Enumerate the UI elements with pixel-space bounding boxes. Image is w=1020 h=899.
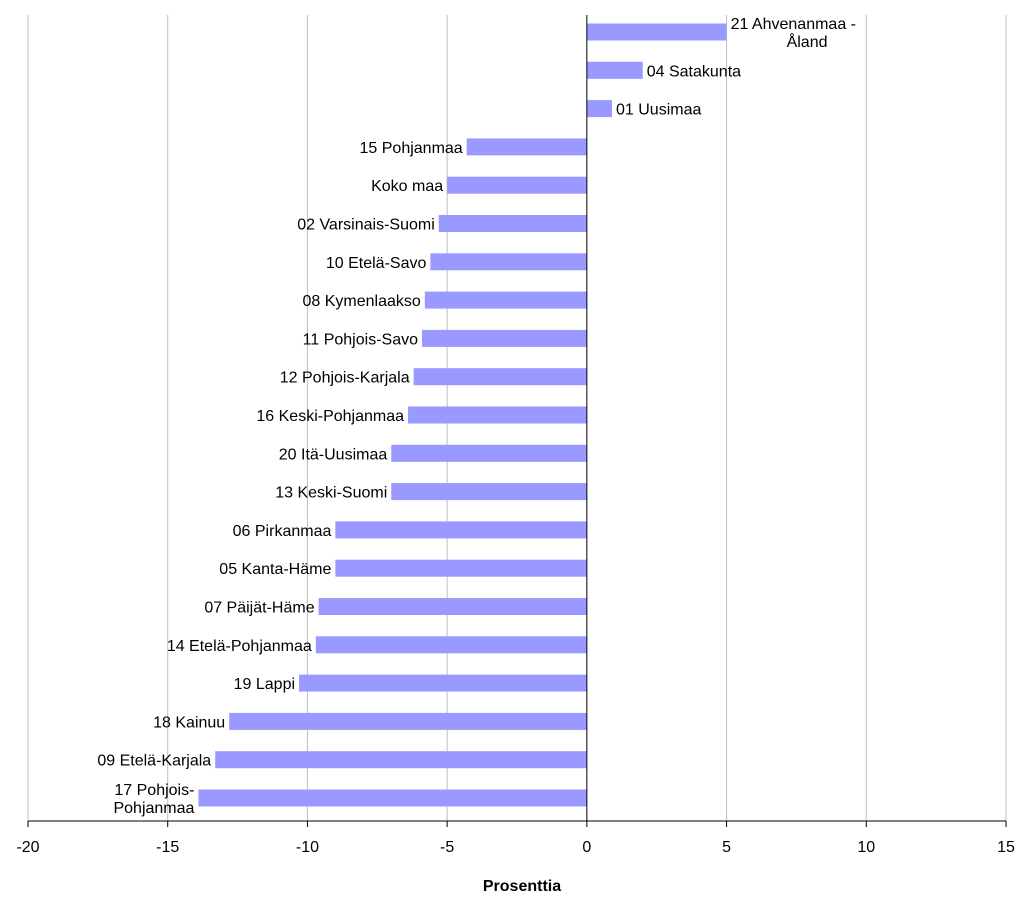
bar <box>438 215 587 232</box>
bar-label: 14 Etelä-Pohjanmaa <box>167 638 312 655</box>
x-tick-label: 10 <box>857 839 875 856</box>
bar-label: 10 Etelä-Savo <box>326 255 427 272</box>
bar <box>430 253 587 271</box>
bar <box>466 138 587 156</box>
bar <box>413 368 587 386</box>
gridlines <box>27 15 1007 821</box>
x-tick-label: -5 <box>440 839 454 856</box>
bar <box>586 100 613 118</box>
bars <box>198 23 727 807</box>
bar <box>408 406 587 424</box>
bar-label: 12 Pohjois-Karjala <box>280 370 410 387</box>
bar <box>421 329 587 347</box>
x-tick-label: -10 <box>296 839 319 856</box>
bar-label: 08 Kymenlaakso <box>302 293 420 310</box>
bar <box>447 176 587 194</box>
bar-label: 21 Ahvenanmaa -Åland <box>731 16 856 51</box>
bar <box>391 444 587 462</box>
bar-label: 06 Pirkanmaa <box>233 523 332 540</box>
bar-label: 16 Keski-Pohjanmaa <box>256 408 404 425</box>
x-tick-label: -20 <box>16 839 39 856</box>
bar-label: 11 Pohjois-Savo <box>303 331 418 348</box>
bar-label: 19 Lappi <box>234 676 295 693</box>
bar-label: 04 Satakunta <box>647 63 741 80</box>
bar <box>424 291 587 309</box>
bar <box>198 789 587 807</box>
bar-label: 18 Kainuu <box>153 714 225 731</box>
bar-label: 05 Kanta-Häme <box>219 561 331 578</box>
bar <box>229 712 587 730</box>
bar <box>318 598 587 615</box>
bar-label: 01 Uusimaa <box>616 102 701 119</box>
category-labels: 21 Ahvenanmaa -Åland 04 Satakunta 01 Uusim… <box>97 16 856 817</box>
x-axis: -20 -15 -10 -5 0 5 10 15 <box>16 15 1015 856</box>
bar <box>586 23 727 41</box>
bar-label: 20 Itä-Uusimaa <box>279 446 388 463</box>
bar <box>215 751 587 769</box>
bar <box>315 636 587 654</box>
bar <box>335 559 587 577</box>
bar-label: 17 Pohjois-Pohjanmaa <box>113 782 194 817</box>
bar-label: 13 Keski-Suomi <box>275 485 387 502</box>
bar <box>299 674 587 692</box>
x-tick-label: 0 <box>582 839 591 856</box>
bar-label: 15 Pohjanmaa <box>360 140 463 157</box>
x-tick-label: -15 <box>156 839 179 856</box>
x-tick-label: 5 <box>722 839 731 856</box>
x-tick-label: 15 <box>997 839 1015 856</box>
bar-label: 07 Päijät-Häme <box>204 600 314 617</box>
bar <box>335 521 587 539</box>
x-axis-title: Prosenttia <box>483 878 561 895</box>
bar-label: 02 Varsinais-Suomi <box>297 217 435 234</box>
bar <box>391 483 587 501</box>
bar-label: Koko maa <box>371 178 443 195</box>
bar-label: 09 Etelä-Karjala <box>97 753 211 770</box>
bar <box>586 61 643 79</box>
